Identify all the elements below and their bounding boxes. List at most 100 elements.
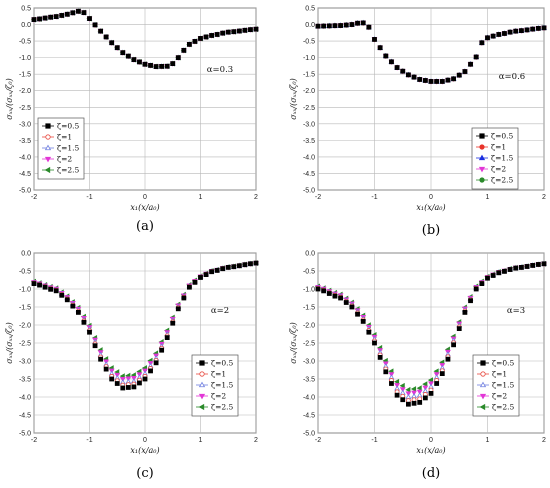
data-point <box>114 381 120 386</box>
y-tick-label: -2.5 <box>303 341 315 348</box>
data-point <box>416 389 423 395</box>
data-point <box>120 385 126 391</box>
x-tick-label: 2 <box>542 437 546 444</box>
data-point <box>377 45 383 51</box>
data-point <box>137 380 142 386</box>
y-tick-label: -0.5 <box>19 39 31 46</box>
data-point <box>326 291 332 296</box>
y-axis-label: σₓₓ/(σₓₓ/ζ₀) <box>5 78 14 119</box>
legend-label: ζ=2 <box>491 165 506 174</box>
legend-box <box>37 117 85 180</box>
data-point <box>236 28 242 34</box>
chart-panel-b: -2 -1 0 1 2 0.5 0.0 -0.5 -1.0 -1.5 -2.0 -2.5 -3.0 -3.… <box>289 6 547 238</box>
legend-marker <box>480 371 486 377</box>
data-point <box>417 399 423 405</box>
y-tick-label: -2.0 <box>19 88 31 95</box>
data-point <box>530 26 536 32</box>
legend-marker <box>198 403 205 411</box>
data-point <box>103 34 109 40</box>
legend-label: ζ=2 <box>492 392 507 401</box>
y-tick-label: -3.0 <box>303 359 315 366</box>
x-tick-label: -2 <box>315 194 321 201</box>
y-tick-label: -1.5 <box>303 72 315 79</box>
data-point <box>332 23 338 29</box>
data-point <box>153 360 159 366</box>
data-point <box>192 279 198 285</box>
data-point <box>242 262 248 268</box>
data-point <box>535 262 541 267</box>
data-point <box>37 282 42 288</box>
data-point <box>496 270 502 276</box>
data-point <box>125 53 131 59</box>
data-point <box>405 72 411 78</box>
data-point <box>231 29 237 35</box>
data-point <box>411 74 417 80</box>
y-tick-label: -1.5 <box>19 305 31 312</box>
data-point <box>103 366 109 372</box>
data-point <box>98 28 103 34</box>
data-point <box>225 29 231 35</box>
y-tick-label: -3.5 <box>303 138 315 145</box>
data-point <box>479 281 485 287</box>
y-tick-label: -4.5 <box>303 171 315 178</box>
legend-label: ζ=1.5 <box>492 381 515 390</box>
y-tick-label: -1.5 <box>19 72 31 79</box>
legend-marker <box>479 144 485 150</box>
data-point <box>456 72 462 78</box>
alpha-annotation: α=2 <box>211 306 229 316</box>
data-point <box>349 22 355 27</box>
legend-marker <box>479 381 487 388</box>
x-tick-label: -1 <box>86 194 92 201</box>
data-point <box>428 390 434 396</box>
legend-label: ζ=0.5 <box>57 122 80 131</box>
legend-label: ζ=2.5 <box>57 166 80 175</box>
data-point <box>198 275 203 280</box>
data-point <box>181 295 187 301</box>
y-tick-label: -4.5 <box>19 413 31 420</box>
y-tick-label: -5.0 <box>303 188 315 195</box>
y-tick-label: -0.5 <box>303 39 315 46</box>
data-point <box>225 264 231 270</box>
data-point <box>332 293 338 299</box>
alpha-annotation: α=0.6 <box>499 72 525 82</box>
x-tick-label: -1 <box>371 437 377 444</box>
legend-label: ζ=2 <box>211 392 226 401</box>
legend: ζ=0.5 ζ=1 ζ=1.5 ζ=2 ζ=2.5 <box>471 127 519 190</box>
data-point <box>502 268 507 274</box>
y-tick-label: 0.0 <box>21 22 31 29</box>
legend-label: ζ=2.5 <box>492 403 515 412</box>
legend-label: ζ=1.5 <box>211 381 234 390</box>
legend-label: ζ=1 <box>491 143 506 152</box>
x-tick-label: 1 <box>486 194 490 201</box>
data-point <box>519 265 524 270</box>
data-point <box>372 340 377 346</box>
alpha-annotation: α=0.3 <box>207 65 233 75</box>
panel-label: (d) <box>422 466 440 481</box>
legend-label: ζ=2 <box>57 155 72 164</box>
data-point <box>535 25 541 31</box>
data-point <box>70 10 76 16</box>
data-point <box>170 61 176 66</box>
data-point <box>417 77 423 82</box>
data-point <box>164 335 170 341</box>
x-tick-label: 2 <box>254 194 258 201</box>
data-point <box>114 45 120 51</box>
x-tick-label: 0 <box>143 194 147 201</box>
legend-marker <box>44 144 52 151</box>
data-point <box>338 295 344 301</box>
y-tick-label: -3.5 <box>19 377 31 384</box>
x-tick-label: 0 <box>429 194 433 201</box>
data-point <box>389 381 394 386</box>
y-tick-label: -4.0 <box>19 395 31 402</box>
data-point <box>338 23 344 28</box>
y-tick-label: -3.0 <box>19 121 31 128</box>
data-point <box>541 261 547 267</box>
data-point <box>451 342 457 348</box>
data-point <box>456 326 462 332</box>
data-point <box>490 33 496 39</box>
data-point <box>383 53 389 59</box>
data-point <box>92 343 98 349</box>
data-point <box>76 8 81 14</box>
y-tick-label: -3.0 <box>303 121 315 128</box>
data-point <box>120 50 126 56</box>
